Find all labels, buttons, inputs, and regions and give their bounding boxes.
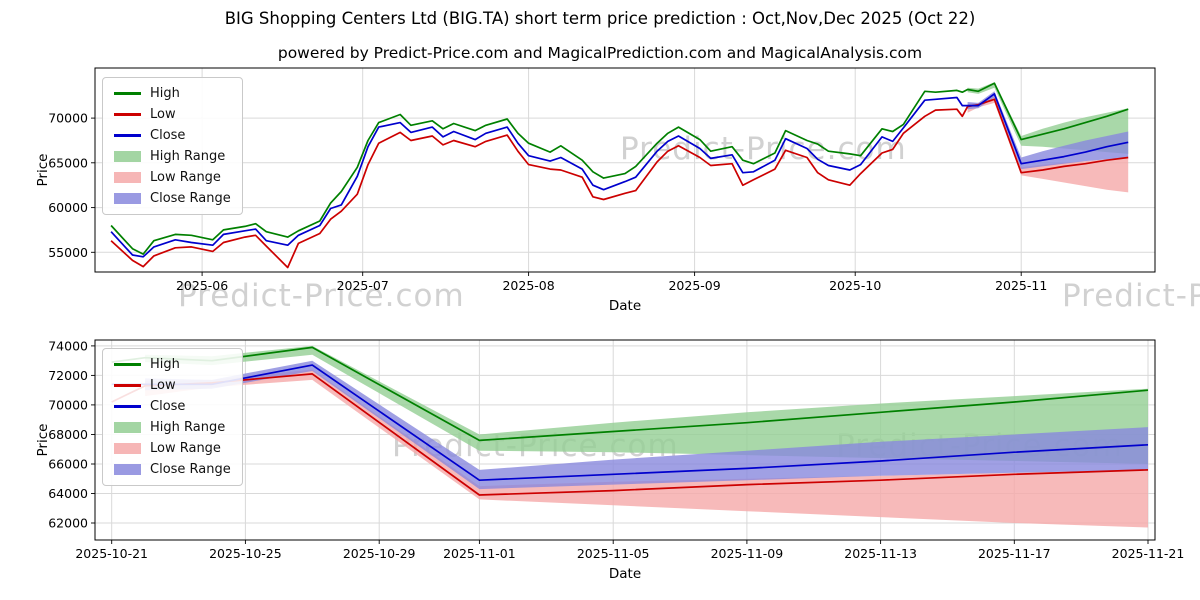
y-tick-label: 70000: [48, 397, 88, 412]
legend-label: Low Range: [150, 170, 221, 185]
legend-label: High: [150, 357, 180, 372]
x-tick-label: 2025-10-25: [209, 546, 282, 561]
patch-swatch-icon: [114, 193, 141, 204]
legend-item-high-range: High Range: [114, 420, 231, 435]
patch-swatch-icon: [114, 172, 141, 183]
legend-label: High: [150, 86, 180, 101]
y-tick-label: 66000: [48, 457, 88, 472]
legend-label: Low Range: [150, 441, 221, 456]
top-chart-legend: High Low Close High Range Low Range Close Ran…: [102, 77, 243, 215]
top-chart: 2025-06 2025-07 2025-08 2025-09 2025-10 2025-…: [35, 67, 1156, 314]
legend-label: Close: [150, 399, 186, 414]
patch-swatch-icon: [114, 464, 141, 475]
x-tick-label: 2025-10: [829, 278, 881, 293]
x-tick-label: 2025-09: [668, 278, 720, 293]
y-tick-label: 68000: [48, 427, 88, 442]
line-swatch-icon: [114, 384, 141, 387]
legend-item-low: Low: [114, 107, 231, 122]
legend-item-close-range: Close Range: [114, 191, 231, 206]
x-axis-label: Date: [609, 298, 641, 314]
patch-swatch-icon: [114, 151, 141, 162]
y-axis-label: Price: [35, 424, 51, 457]
line-swatch-icon: [114, 113, 141, 116]
bottom-chart-legend: High Low Close High Range Low Range Close Ran…: [102, 348, 243, 486]
x-tick-label: 2025-11: [995, 278, 1047, 293]
low-range-band: [967, 96, 1129, 193]
y-tick-label: 70000: [48, 111, 88, 126]
y-tick-label: 64000: [48, 486, 88, 501]
x-tick-label: 2025-06: [176, 278, 228, 293]
x-tick-label: 2025-11-13: [844, 546, 917, 561]
y-tick-label: 65000: [48, 155, 88, 170]
legend-item-close: Close: [114, 128, 231, 143]
y-tick-label: 72000: [48, 368, 88, 383]
x-tick-label: 2025-08: [502, 278, 554, 293]
patch-swatch-icon: [114, 443, 141, 454]
legend-label: Low: [150, 107, 176, 122]
line-swatch-icon: [114, 134, 141, 137]
y-tick-label: 60000: [48, 200, 88, 215]
legend-item-close: Close: [114, 399, 231, 414]
legend-item-close-range: Close Range: [114, 462, 231, 477]
high-line: [110, 82, 1129, 255]
patch-swatch-icon: [114, 422, 141, 433]
legend-label: High Range: [150, 149, 226, 164]
x-tick-label: 2025-11-17: [978, 546, 1051, 561]
legend-label: Low: [150, 378, 176, 393]
legend-item-high-range: High Range: [114, 149, 231, 164]
y-tick-label: 55000: [48, 245, 88, 260]
x-tick-label: 2025-11-05: [577, 546, 650, 561]
bottom-chart: 2025-10-21 2025-10-25 2025-10-29 2025-11-01…: [35, 338, 1184, 582]
high-range-band: [967, 82, 1129, 154]
legend-item-low: Low: [114, 378, 231, 393]
page-title: BIG Shopping Centers Ltd (BIG.TA) short …: [224, 9, 976, 28]
legend-item-high: High: [114, 357, 231, 372]
y-tick-label: 62000: [48, 516, 88, 531]
y-tick-label: 74000: [48, 338, 88, 353]
low-range-band: [145, 369, 1149, 528]
close-line: [110, 93, 1129, 258]
high-range-band: [145, 345, 1149, 464]
plot-border: [94, 339, 1156, 541]
legend-item-high: High: [114, 86, 231, 101]
x-tick-label: 2025-11-01: [443, 546, 516, 561]
legend-item-low-range: Low Range: [114, 170, 231, 185]
legend-label: Close Range: [150, 191, 231, 206]
close-range-band: [145, 360, 1149, 490]
x-tick-label: 2025-11-21: [1112, 546, 1185, 561]
line-swatch-icon: [114, 92, 141, 95]
y-axis-label: Price: [35, 154, 51, 187]
legend-label: Close Range: [150, 462, 231, 477]
plot-border: [94, 67, 1156, 273]
line-swatch-icon: [114, 405, 141, 408]
close-range-band: [967, 91, 1129, 170]
low-line: [110, 98, 1129, 269]
legend-label: Close: [150, 128, 186, 143]
x-tick-label: 2025-07: [337, 278, 389, 293]
x-tick-label: 2025-10-21: [75, 546, 148, 561]
legend-item-low-range: Low Range: [114, 441, 231, 456]
x-axis-label: Date: [609, 566, 641, 582]
line-swatch-icon: [114, 363, 141, 366]
x-tick-label: 2025-11-09: [711, 546, 784, 561]
x-tick-label: 2025-10-29: [343, 546, 416, 561]
legend-label: High Range: [150, 420, 226, 435]
page-subtitle: powered by Predict-Price.com and Magical…: [277, 44, 923, 62]
